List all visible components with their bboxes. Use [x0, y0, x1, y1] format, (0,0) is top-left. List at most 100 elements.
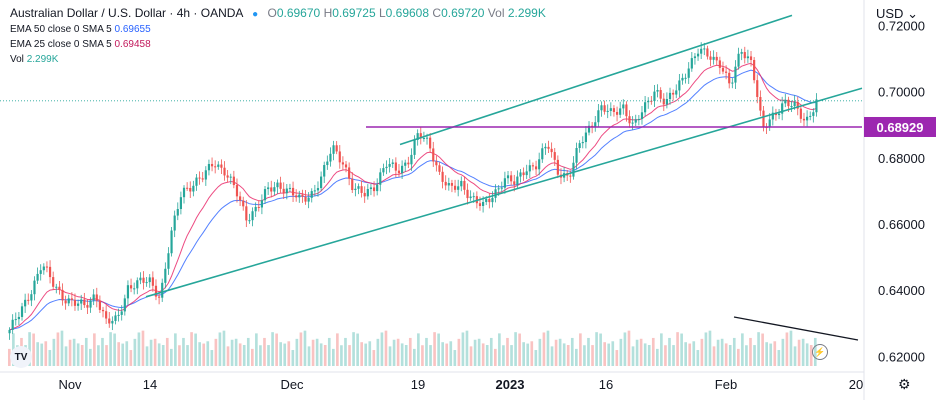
volume-bar — [392, 339, 396, 366]
candle-body — [737, 53, 740, 67]
volume-bar — [623, 332, 627, 366]
volume-bar — [777, 350, 781, 366]
candle-body — [129, 285, 133, 289]
volume-bar — [421, 345, 424, 366]
chart-legend: Australian Dollar / U.S. Dollar · 4h · O… — [10, 6, 546, 67]
volume-bar — [76, 343, 80, 366]
volume-bar — [785, 332, 789, 366]
candle-body — [650, 100, 653, 102]
volume-bar — [781, 338, 785, 366]
candle-body — [45, 266, 49, 268]
candle-body — [656, 90, 659, 92]
candle-body — [344, 164, 348, 168]
candle-body — [534, 166, 538, 170]
candle-body — [781, 103, 784, 114]
candle-body — [366, 189, 369, 197]
visibility-icon[interactable]: ● — [252, 9, 259, 20]
volume-bar — [615, 350, 619, 366]
candle-body — [332, 145, 335, 154]
candle-body — [777, 113, 781, 116]
candle-body — [790, 106, 793, 108]
volume-key: Vol — [487, 6, 505, 20]
candle-body — [715, 56, 718, 61]
candle-body — [245, 206, 248, 221]
y-tick-label: 0.62000 — [878, 349, 925, 364]
candle-body — [207, 163, 211, 171]
volume-bar — [84, 337, 88, 366]
candle-body — [279, 182, 282, 189]
candle-body — [36, 273, 39, 281]
candle-body — [718, 60, 721, 68]
candle-body — [182, 187, 186, 198]
volume-bar — [327, 337, 331, 366]
volume-bar — [267, 345, 270, 366]
candle-body — [575, 147, 578, 163]
candle-body — [27, 299, 30, 301]
candle-body — [531, 165, 535, 167]
candle-body — [497, 188, 500, 190]
candle-body — [628, 116, 631, 124]
volume-bar — [643, 343, 647, 366]
candle-body — [796, 101, 799, 109]
candle-body — [584, 132, 587, 143]
y-tick-label: 0.68000 — [878, 151, 925, 166]
ema50-line — [9, 69, 817, 331]
volume-bar — [323, 345, 327, 366]
indicator-ema25[interactable]: EMA 25 close 0 SMA 5 0.69458 — [10, 37, 546, 52]
candle-body — [123, 298, 126, 312]
candle-body — [89, 300, 92, 308]
candle-body — [323, 165, 326, 177]
candle-body — [690, 58, 693, 69]
candle-body — [444, 181, 447, 186]
volume-bar — [449, 341, 453, 366]
candle-body — [569, 175, 572, 177]
indicator-ema25-label: EMA 25 close 0 SMA 5 — [10, 39, 112, 50]
volume-bar — [469, 346, 473, 366]
candle-body — [263, 189, 267, 201]
candle-body — [136, 280, 139, 289]
candle-body — [67, 298, 70, 304]
candle-body — [709, 56, 712, 60]
tradingview-logo-icon[interactable]: TV — [10, 346, 32, 368]
x-tick-label: Nov — [58, 377, 82, 392]
candle-body — [198, 177, 201, 179]
candle-body — [33, 280, 36, 295]
volume-bar — [68, 339, 72, 366]
candle-body — [500, 187, 503, 189]
volume-bar — [732, 337, 736, 366]
candle-body — [491, 197, 494, 203]
volume-bar — [246, 337, 250, 366]
chevron-down-icon: ⌄ — [907, 6, 918, 21]
price-level-badge — [864, 116, 936, 137]
volume-bar — [526, 343, 530, 366]
volume-bar — [664, 345, 667, 366]
indicator-volume[interactable]: Vol 2.299K — [10, 52, 546, 67]
volume-bar — [765, 342, 768, 366]
currency-dropdown[interactable]: USD ⌄ — [876, 6, 918, 22]
lightning-icon[interactable]: ⚡ — [812, 344, 828, 360]
candle-body — [48, 266, 52, 278]
candle-body — [721, 67, 725, 72]
gear-icon[interactable]: ⚙ — [898, 376, 911, 392]
candle-body — [235, 185, 239, 197]
candle-body — [139, 277, 142, 281]
volume-bar — [660, 333, 663, 366]
candle-body — [24, 299, 27, 307]
volume-bar — [105, 345, 108, 366]
candle-body — [133, 288, 136, 290]
volume-bar — [101, 337, 104, 366]
candle-body — [80, 299, 83, 304]
volume-bar — [174, 333, 177, 366]
volume-bar — [271, 332, 274, 366]
volume-bar — [340, 345, 343, 366]
candle-body — [291, 187, 295, 196]
candle-body — [482, 202, 485, 206]
volume-bar — [530, 341, 534, 366]
symbol-title[interactable]: Australian Dollar / U.S. Dollar · 4h · O… — [10, 6, 243, 20]
volume-bar — [773, 341, 777, 366]
volume-bar — [745, 345, 748, 366]
indicator-ema50[interactable]: EMA 50 close 0 SMA 5 0.69655 — [10, 22, 546, 37]
candle-body — [394, 162, 397, 171]
volume-bar — [481, 343, 485, 366]
